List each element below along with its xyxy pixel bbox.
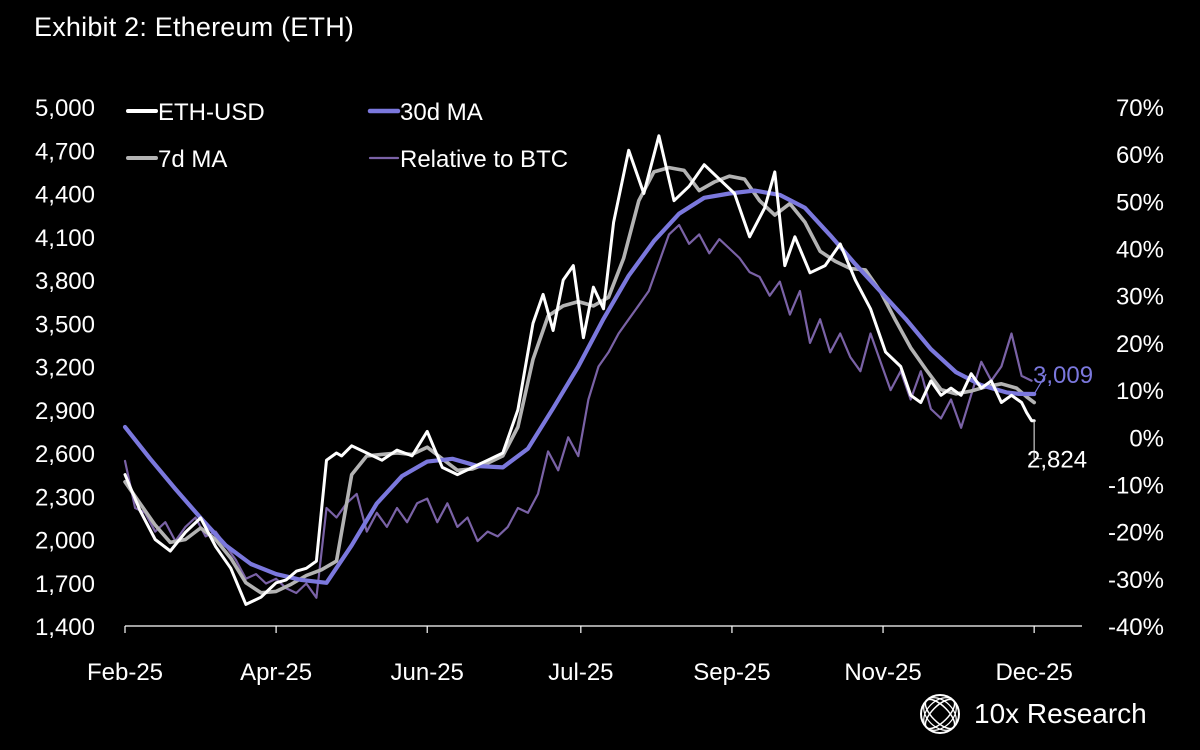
annotation-leader xyxy=(1033,420,1043,460)
y-left-tick-label: 4,100 xyxy=(35,225,95,252)
y-right-tick-label: 40% xyxy=(1116,237,1164,264)
y-right-tick-label: -20% xyxy=(1108,520,1164,547)
series-line-30d-ma xyxy=(122,188,1037,585)
annotation-label-30d-ma: 3,009 xyxy=(1033,362,1093,389)
x-tick-label: Sep-25 xyxy=(693,659,770,686)
axes: Feb-25 Apr-25 Jun-25 Jul-25 Sep-25 Nov-25 Dec-… xyxy=(35,95,1164,686)
annotation-label-eth-usd: 2,824 xyxy=(1027,447,1087,474)
brand-name: 10x Research xyxy=(974,698,1147,729)
y-right-tick-label: -40% xyxy=(1108,614,1164,641)
series-line-relative-to-btc xyxy=(123,223,1033,599)
x-tick-label: Feb-25 xyxy=(87,659,163,686)
y-left-tick-label: 2,000 xyxy=(35,528,95,555)
y-left-tick-label: 4,400 xyxy=(35,182,95,209)
y-left-tick-label: 1,400 xyxy=(35,614,95,641)
x-tick-label: Apr-25 xyxy=(240,659,312,686)
y-left-tick-label: 4,700 xyxy=(35,138,95,165)
series-line-eth-usd xyxy=(123,134,1036,606)
y-right-tick-label: 30% xyxy=(1116,284,1164,311)
y-left-tick-label: 1,700 xyxy=(35,571,95,598)
y-right-tick-label: 10% xyxy=(1116,378,1164,405)
y-left-tick-label: 5,000 xyxy=(35,95,95,122)
y-right-tick-label: 70% xyxy=(1116,95,1164,122)
y-left-tick-label: 3,800 xyxy=(35,268,95,295)
chart-title: Exhibit 2: Ethereum (ETH) xyxy=(34,12,355,42)
legend-label-eth-usd: ETH-USD xyxy=(158,99,265,126)
legend-label-relative-to-btc: Relative to BTC xyxy=(400,146,568,173)
x-tick-label: Nov-25 xyxy=(844,659,921,686)
legend-label-30d-ma: 30d MA xyxy=(400,99,483,126)
y-left-tick-label: 2,300 xyxy=(35,484,95,511)
y-left-tick-label: 3,500 xyxy=(35,311,95,338)
series-line-7d-ma xyxy=(123,165,1036,595)
y-left-tick-label: 3,200 xyxy=(35,355,95,382)
y-left-tick-label: 2,600 xyxy=(35,441,95,468)
brand: 10x Research xyxy=(918,692,1147,736)
y-right-tick-label: -10% xyxy=(1108,472,1164,499)
series-lines xyxy=(122,134,1037,606)
y-right-tick-label: 50% xyxy=(1116,189,1164,216)
annotations: 3,009 2,824 xyxy=(1027,362,1093,474)
globe-logo-icon xyxy=(920,694,960,734)
annotation-leader xyxy=(1033,373,1047,395)
x-tick-label: Jul-25 xyxy=(548,659,613,686)
x-tick-label: Jun-25 xyxy=(391,659,464,686)
legend: ETH-USD 30d MA 7d MA Relative to BTC xyxy=(126,99,568,173)
y-right-tick-label: 0% xyxy=(1129,425,1164,452)
x-tick-label: Dec-25 xyxy=(995,659,1072,686)
y-right-tick-label: -30% xyxy=(1108,567,1164,594)
y-right-tick-label: 20% xyxy=(1116,331,1164,358)
y-left-tick-label: 2,900 xyxy=(35,398,95,425)
legend-label-7d-ma: 7d MA xyxy=(158,146,227,173)
y-right-tick-label: 60% xyxy=(1116,142,1164,169)
